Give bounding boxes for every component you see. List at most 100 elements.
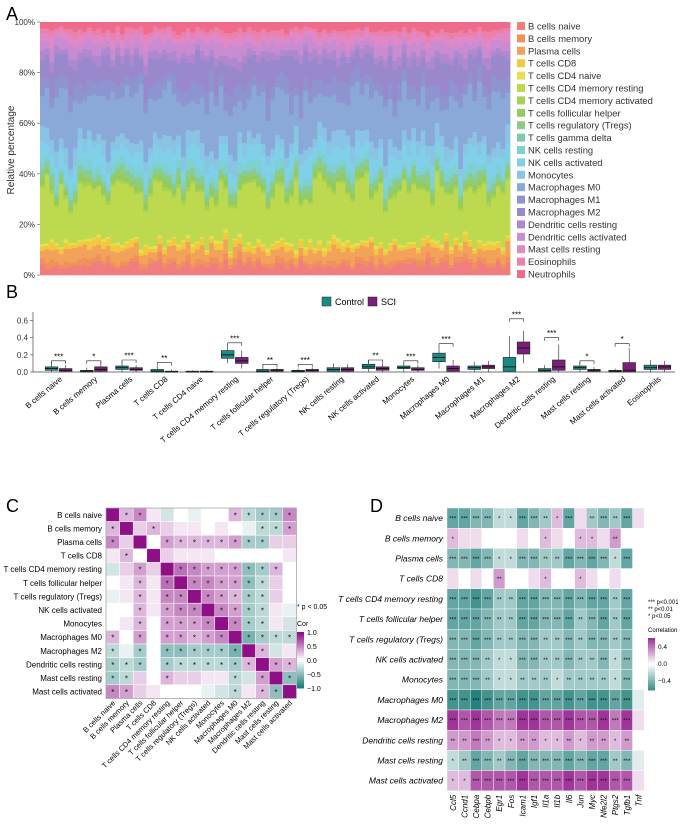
panel-a-bar-segment <box>378 147 384 166</box>
panel-d-legend-step <box>648 648 655 651</box>
panel-a-bar-segment <box>340 56 346 83</box>
panel-a-bar-segment <box>307 193 313 203</box>
panel-a-bar-segment <box>392 260 398 266</box>
panel-a-bar-segment <box>242 265 248 276</box>
panel-d-cell: * <box>551 669 564 690</box>
panel-d-cell: *** <box>458 588 471 610</box>
panel-a-bar-segment <box>312 79 318 98</box>
panel-a-bar-segment <box>232 67 238 89</box>
panel-a-bar-segment <box>72 247 78 263</box>
panel-a-bar-segment <box>101 95 107 140</box>
svg-text:***: *** <box>530 618 538 624</box>
panel-a-bar-segment <box>213 262 219 276</box>
panel-c-cell: * <box>228 602 243 618</box>
panel-b-box-sci-b-cells-naive <box>59 365 73 372</box>
panel-d-sig-note-2: ** p<0.01 <box>648 607 674 613</box>
panel-a-bar-segment <box>91 34 97 43</box>
panel-a-bar-segment <box>303 261 309 266</box>
panel-a-bar-segment <box>242 182 248 185</box>
panel-a-bar-segment <box>289 151 295 173</box>
panel-a-bar-segment <box>166 176 172 183</box>
panel-a-bar-segment <box>317 170 323 174</box>
panel-a-bar-segment <box>148 57 154 87</box>
svg-text:*: * <box>261 607 264 616</box>
svg-text:***: *** <box>449 557 457 563</box>
panel-a-bar-segment <box>307 203 313 239</box>
panel-a-bar-segment <box>148 147 154 157</box>
panel-c-cell: * <box>282 507 297 522</box>
panel-a-bar-segment <box>157 181 163 236</box>
panel-a-bar-segment <box>312 22 318 29</box>
panel-a-bar-segment <box>223 239 229 254</box>
panel-c-cell <box>173 575 188 590</box>
panel-b-x-label: Dendritic cells resting <box>493 375 557 431</box>
svg-text:***: *** <box>472 597 480 603</box>
svg-text:*: * <box>544 537 547 543</box>
panel-a-bar-segment <box>467 179 473 187</box>
panel-a-bar-segment <box>44 22 50 29</box>
panel-a-bar-segment <box>373 178 379 183</box>
panel-c-cell <box>173 521 188 536</box>
panel-c-cell: * <box>173 657 188 672</box>
panel-a-bar-segment <box>505 92 511 125</box>
panel-a-bar-segment <box>152 131 158 145</box>
svg-text:***: *** <box>623 678 631 684</box>
panel-d-cell <box>516 528 529 549</box>
panel-a-bar-segment <box>213 257 219 264</box>
panel-a-bar-segment <box>345 193 351 240</box>
panel-a-bar-segment <box>434 262 440 268</box>
panel-c-cell <box>268 616 284 631</box>
panel-c-cell <box>119 521 134 536</box>
panel-a-bar-segment <box>242 170 248 173</box>
panel-a-bar-segment <box>284 261 290 269</box>
panel-a-bar-segment <box>77 239 83 243</box>
panel-a-bar-segment <box>312 147 318 159</box>
panel-a-bar-segment <box>138 26 144 33</box>
panel-a-bar-segment <box>256 143 262 160</box>
panel-a-bar-segment <box>49 61 55 73</box>
panel-a-bar-segment <box>392 244 398 261</box>
svg-text:*: * <box>111 634 114 643</box>
panel-a-bar-segment <box>439 28 445 35</box>
panel-a-bar-segment <box>369 46 375 56</box>
panel-a-bar-segment <box>369 183 375 187</box>
panel-a-legend-swatch <box>517 158 525 167</box>
svg-text:***: *** <box>461 658 469 664</box>
panel-a-bar-segment <box>397 191 403 245</box>
panel-c-cell: * <box>268 521 284 536</box>
panel-a-bar-segment <box>481 135 487 145</box>
panel-a-bar-segment <box>495 91 501 143</box>
panel-a-bar-segment <box>68 209 74 214</box>
panel-a-bar-segment <box>364 26 370 31</box>
panel-a-bar-segment <box>101 80 107 96</box>
svg-text:*: * <box>220 579 223 588</box>
panel-a-bar-segment <box>119 183 125 246</box>
panel-a-bar-segment <box>359 22 365 31</box>
panel-a-bar-segment <box>373 264 379 270</box>
panel-a-bar-segment <box>495 181 501 186</box>
panel-a-bar-segment <box>185 22 191 28</box>
panel-a-bar-segment <box>270 183 276 190</box>
panel-a-bar-segment <box>63 238 69 243</box>
panel-c-cell <box>160 548 175 563</box>
panel-a-bar-segment <box>54 28 60 33</box>
panel-c-cell: * <box>105 630 120 645</box>
panel-a-bar-segment <box>397 31 403 38</box>
panel-a-bar-segment <box>157 235 163 239</box>
panel-a-bar-segment <box>199 59 205 86</box>
panel-a-bar-segment <box>49 239 55 243</box>
panel-d-col-label: Jun <box>576 794 585 808</box>
panel-c-cell <box>282 616 297 631</box>
panel-a-bar-segment <box>434 50 440 58</box>
panel-a-bar-segment <box>49 242 55 251</box>
panel-a-bar-segment <box>119 143 125 156</box>
panel-a-bar-segment <box>223 189 229 230</box>
panel-a-bar-segment <box>373 82 379 92</box>
panel-a-bar-segment <box>293 26 299 33</box>
panel-b-sig-bracket <box>544 337 560 341</box>
panel-d-legend-tick: −0.4 <box>658 678 671 685</box>
panel-a-bar-segment <box>58 53 64 74</box>
panel-a-bar-segment <box>458 36 464 48</box>
panel-d-legend-title: Correlation <box>648 628 677 634</box>
panel-a-bar-segment <box>420 176 426 184</box>
